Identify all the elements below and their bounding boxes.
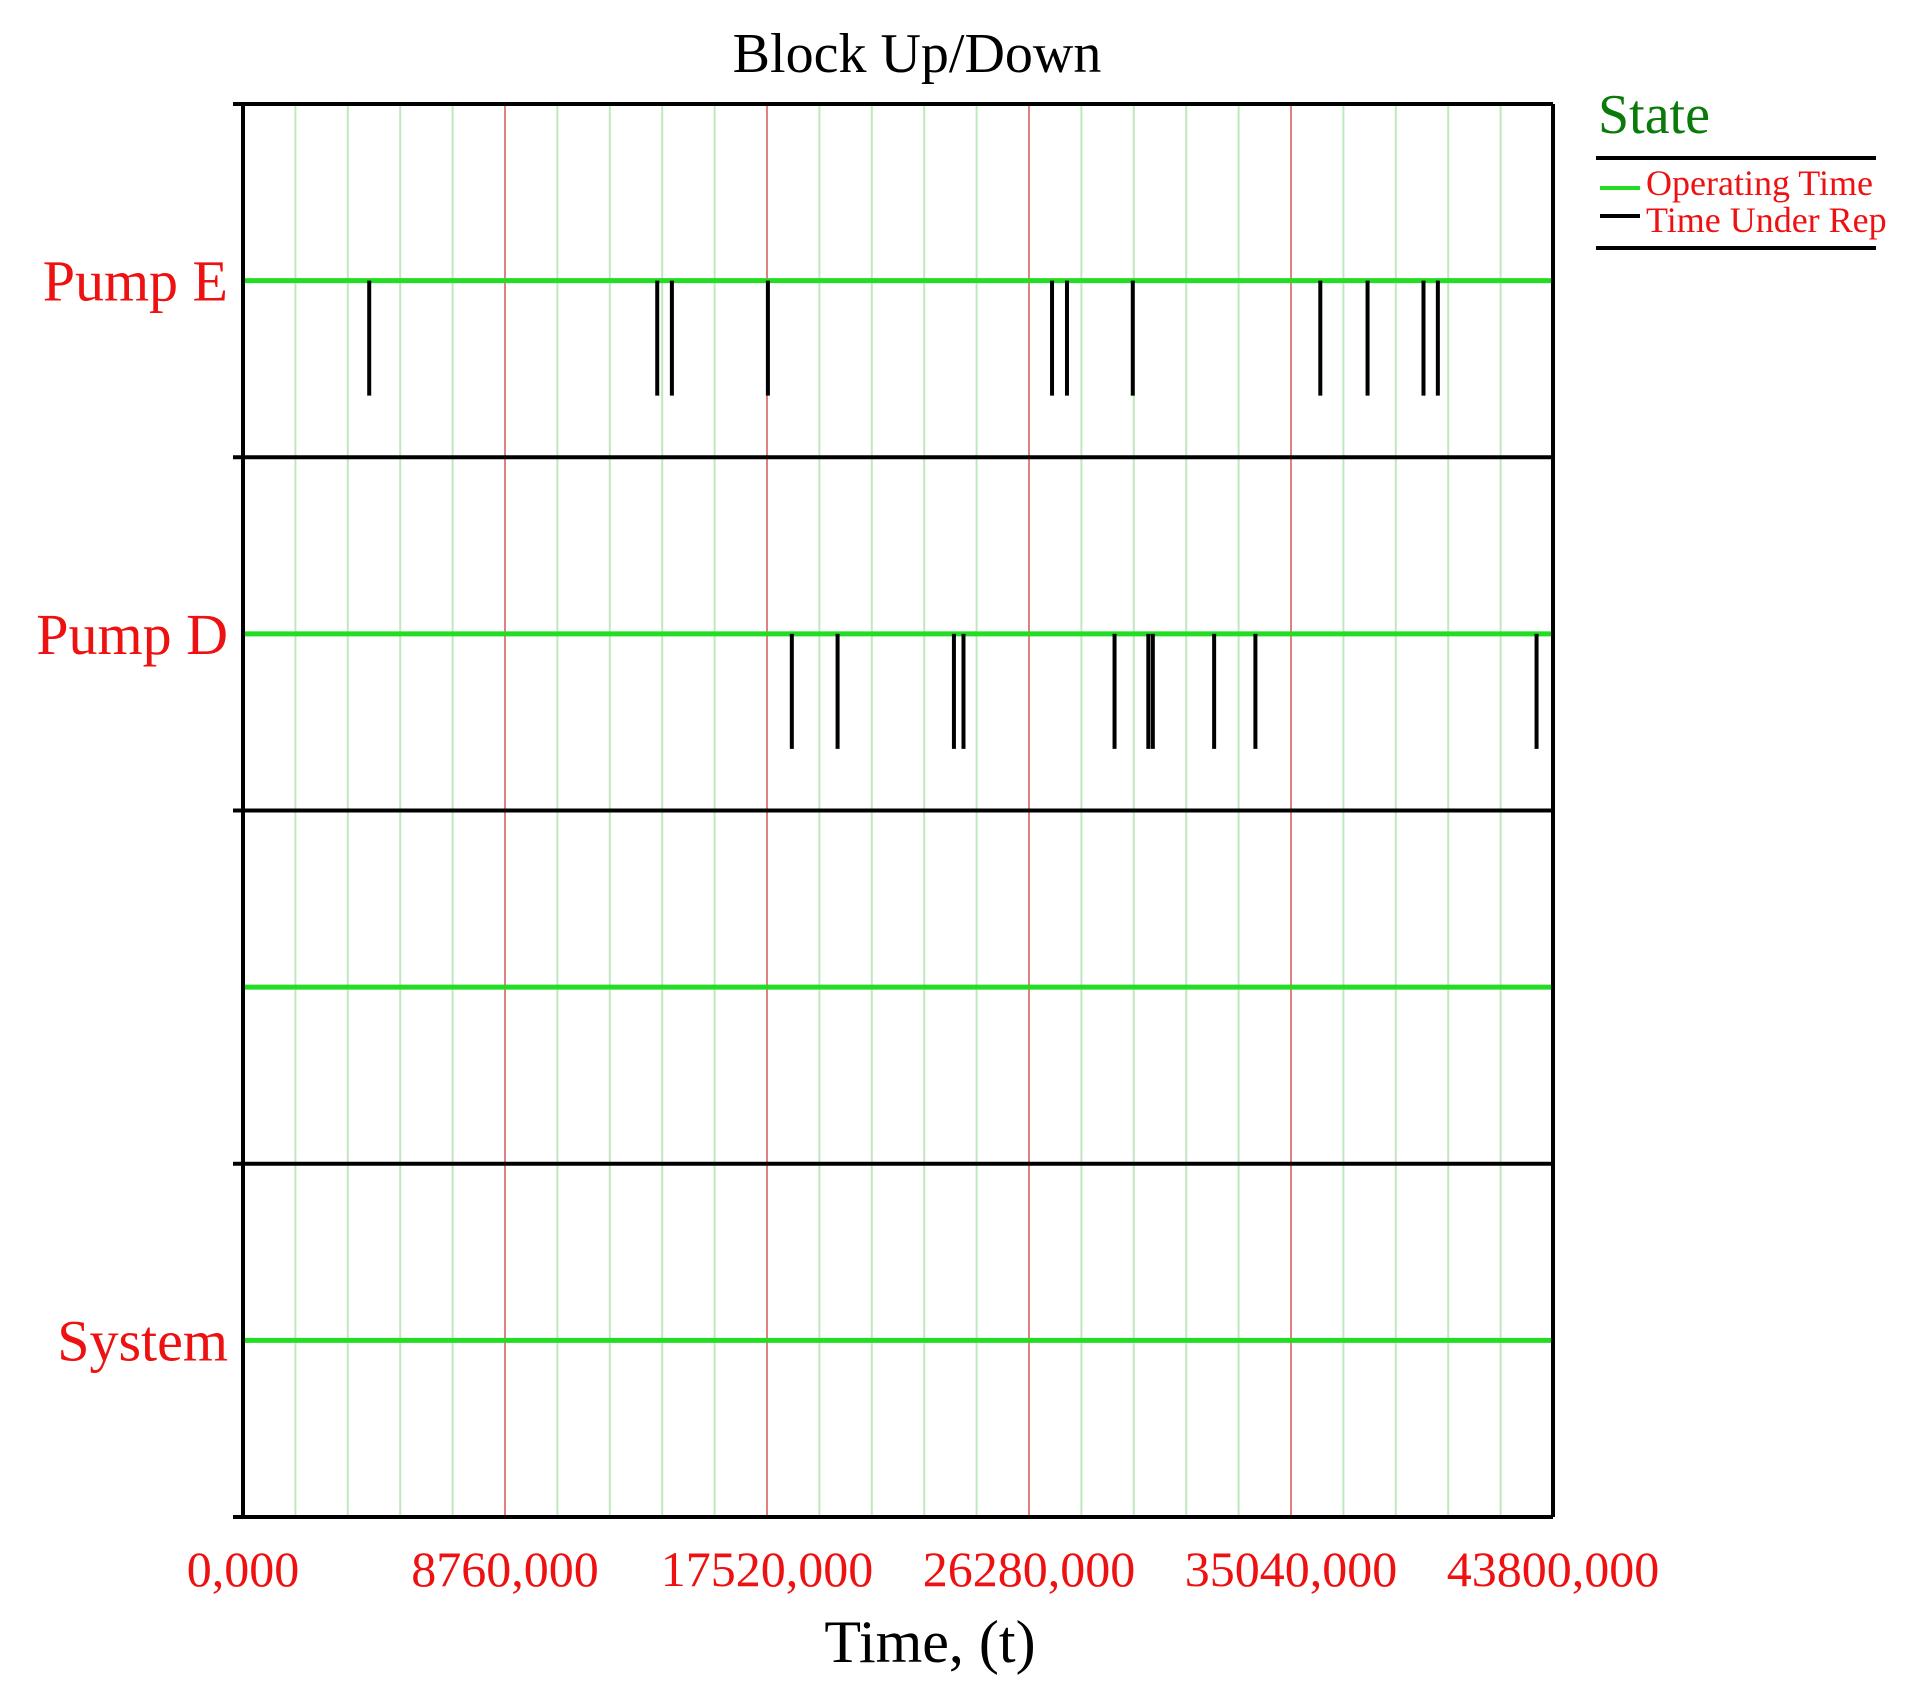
row-labels: Pump E Pump D System (36, 249, 228, 1374)
x-tick-label: 17520,000 (661, 1541, 874, 1597)
x-tick-label: 43800,000 (1447, 1541, 1660, 1597)
row-label: Pump E (43, 249, 228, 314)
state-bars (243, 278, 1551, 1343)
x-tick-label: 26280,000 (923, 1541, 1136, 1597)
x-tick-label: 8760,000 (411, 1541, 599, 1597)
x-tick-label: 35040,000 (1185, 1541, 1398, 1597)
legend-label-operating-time: Operating Time (1646, 163, 1873, 203)
plot-frame (233, 102, 1555, 1519)
legend: State Operating Time Time Under Rep (1596, 84, 1887, 250)
x-tick-label: 0,000 (187, 1541, 300, 1597)
x-axis-label: Time, (t) (824, 1609, 1035, 1675)
legend-label-time-under-repair: Time Under Rep (1646, 200, 1887, 240)
row-label: Pump D (36, 602, 228, 667)
x-tick-labels: 0,000 8760,000 17520,000 26280,000 35040,000… (187, 1541, 1660, 1597)
chart-title: Block Up/Down (733, 23, 1102, 85)
row-label: System (57, 1308, 228, 1373)
legend-title: State (1598, 84, 1710, 146)
